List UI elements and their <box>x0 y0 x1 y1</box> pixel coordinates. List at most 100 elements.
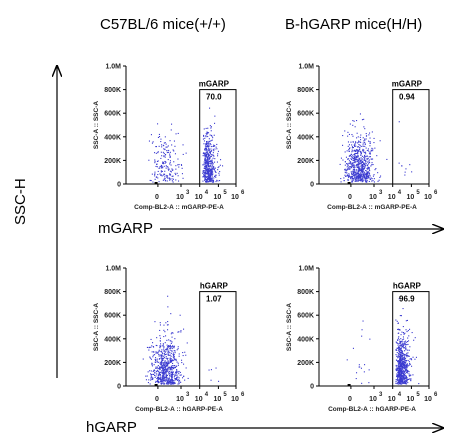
y-tick-label: 1.0M <box>298 266 314 273</box>
event-dot <box>403 338 405 340</box>
event-dot <box>171 381 173 383</box>
event-dot <box>399 361 401 363</box>
event-dot <box>206 156 208 158</box>
event-dot <box>362 150 364 152</box>
event-dot <box>350 171 352 173</box>
event-dot <box>406 367 408 369</box>
event-dot <box>369 156 371 158</box>
event-dot <box>361 382 363 384</box>
event-dot <box>365 174 367 176</box>
event-dot <box>154 376 156 378</box>
event-dot <box>404 350 406 352</box>
y-tick-label: 1.0M <box>105 266 121 273</box>
event-dot <box>168 381 170 383</box>
event-dot <box>210 173 212 175</box>
event-dot <box>405 375 407 377</box>
event-dot <box>163 377 165 379</box>
event-dot <box>159 381 161 383</box>
event-dot <box>397 376 399 378</box>
event-dot <box>166 339 168 341</box>
event-dot <box>151 142 153 144</box>
event-dot <box>204 173 206 175</box>
event-dot <box>151 376 153 378</box>
event-dot <box>409 346 411 348</box>
event-dot <box>403 354 405 356</box>
event-dot <box>363 167 365 169</box>
event-dot <box>147 382 149 384</box>
event-dot <box>170 342 172 344</box>
event-dot <box>181 164 183 166</box>
event-dot <box>157 361 159 363</box>
event-dot <box>406 341 408 343</box>
event-dot <box>202 138 204 140</box>
event-dot <box>363 159 365 161</box>
event-dot <box>353 120 355 122</box>
event-dot <box>358 165 360 167</box>
event-dot <box>360 175 362 177</box>
event-dot <box>176 377 178 379</box>
event-dot <box>402 376 404 378</box>
y-tick-label: 600K <box>104 313 121 320</box>
event-dot <box>163 368 165 370</box>
event-dot <box>167 363 169 365</box>
event-dot <box>202 176 204 178</box>
event-dot <box>185 367 187 369</box>
event-dot <box>357 175 359 177</box>
event-dot <box>211 165 213 167</box>
event-dot <box>365 180 367 182</box>
event-dot <box>163 371 165 373</box>
event-dot <box>355 174 357 176</box>
event-dot <box>152 370 154 372</box>
event-dot <box>177 371 179 373</box>
event-dot <box>161 381 163 383</box>
event-dot <box>355 156 357 158</box>
event-dot <box>177 175 179 177</box>
event-dot <box>348 167 350 169</box>
event-dot <box>400 349 402 351</box>
event-dot <box>348 174 350 176</box>
event-dot <box>409 164 411 166</box>
event-dot <box>208 162 210 164</box>
event-dot <box>415 356 417 358</box>
event-dots <box>339 113 413 183</box>
event-dot <box>182 355 184 357</box>
event-dot <box>162 344 164 346</box>
event-dot <box>399 353 401 355</box>
event-dot <box>360 157 362 159</box>
event-dot <box>178 373 180 375</box>
event-dot <box>164 369 166 371</box>
event-dot <box>167 379 169 381</box>
event-dot <box>159 337 161 339</box>
event-dot <box>164 379 166 381</box>
event-dot <box>211 154 213 156</box>
event-dot <box>162 343 164 345</box>
event-dot <box>169 163 171 165</box>
event-dots <box>148 107 224 183</box>
event-dot <box>344 151 346 153</box>
event-dot <box>207 136 209 138</box>
event-dot <box>152 354 154 356</box>
event-dot <box>165 363 167 365</box>
event-dot <box>395 369 397 371</box>
event-dot <box>358 167 360 169</box>
event-dot <box>368 159 370 161</box>
event-dot <box>398 378 400 380</box>
event-dot <box>400 381 402 383</box>
event-dot <box>150 180 152 182</box>
event-dot <box>358 150 360 152</box>
event-dot <box>167 295 169 297</box>
event-dot <box>359 136 361 138</box>
event-dot <box>351 178 353 180</box>
gate-rect <box>199 291 237 387</box>
event-dot <box>168 346 170 348</box>
event-dot <box>371 178 373 180</box>
event-dot <box>401 358 403 360</box>
y-tick-label: 0 <box>117 182 121 189</box>
x-tick-label: 10 <box>231 194 239 201</box>
event-dot <box>354 169 356 171</box>
event-dot <box>176 370 178 372</box>
event-dot <box>210 174 212 176</box>
event-dot <box>347 175 349 177</box>
event-dot <box>163 145 165 147</box>
